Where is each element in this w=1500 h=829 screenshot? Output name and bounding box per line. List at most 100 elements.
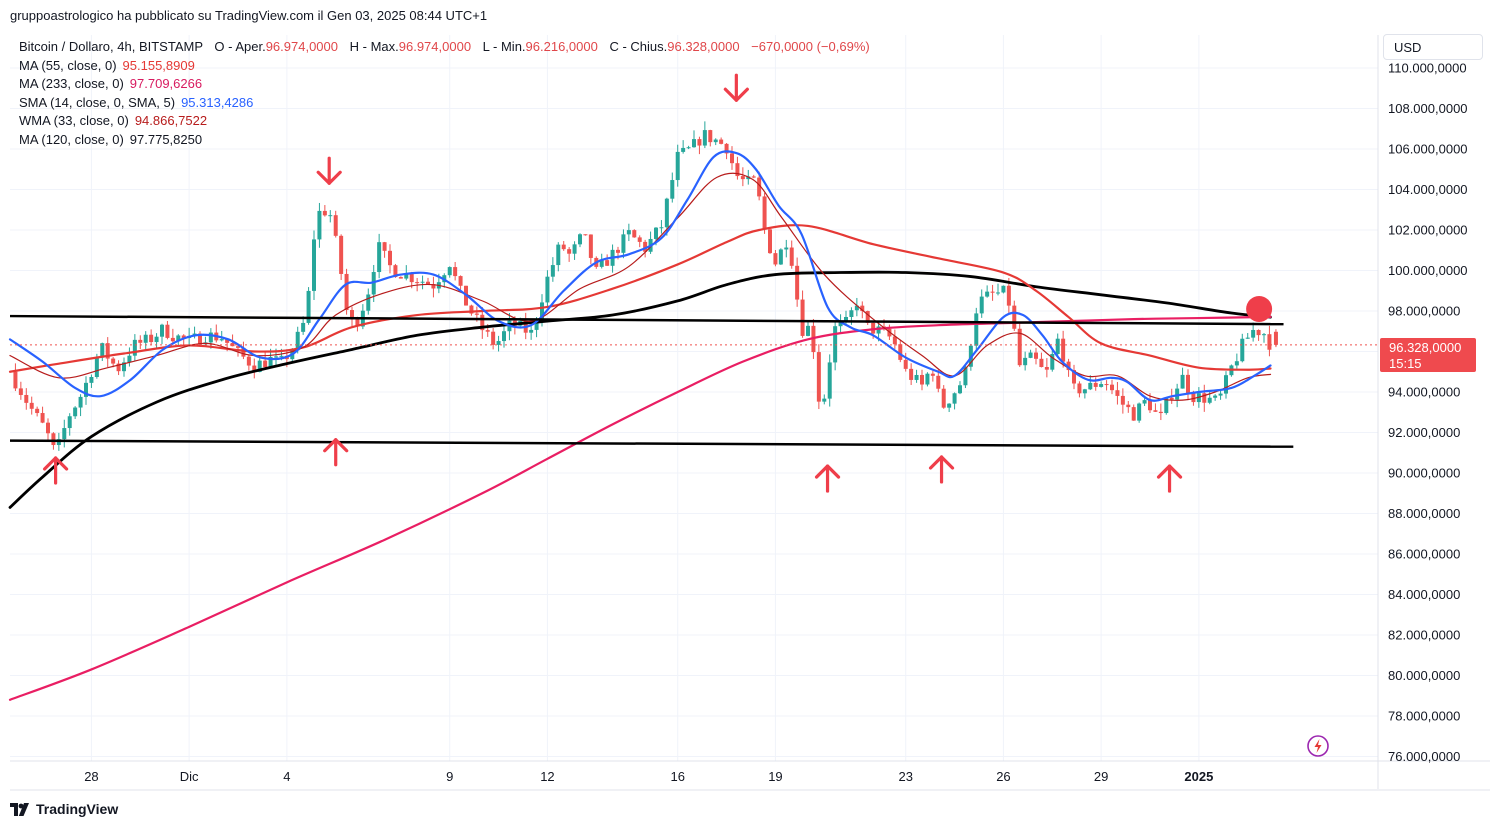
legend-indicator-sma14[interactable]: SMA (14, close, 0, SMA, 5) 95.313,4286	[19, 94, 870, 113]
candle-body	[588, 234, 593, 258]
x-tick-label: 12	[540, 769, 554, 784]
legend-indicator-ma120[interactable]: MA (120, close, 0) 97.775,8250	[19, 131, 870, 150]
candle	[686, 145, 691, 150]
candle-body	[795, 265, 800, 300]
candle	[773, 249, 778, 267]
candle	[382, 241, 387, 258]
candle-body	[659, 227, 664, 229]
candle-body	[909, 368, 914, 380]
candle-body	[78, 396, 83, 408]
annotations	[10, 73, 1378, 493]
candle-body	[768, 229, 772, 254]
candle	[702, 121, 707, 149]
candle	[502, 325, 506, 348]
candle-body	[350, 310, 354, 320]
candle	[122, 357, 126, 377]
legend-indicator-ma233[interactable]: MA (233, close, 0) 97.709,6266	[19, 75, 870, 94]
arrow-head	[723, 87, 749, 102]
candle-body	[56, 439, 61, 446]
candle-body	[1142, 400, 1147, 404]
legend-symbol[interactable]: Bitcoin / Dollaro, 4h, BITSTAMP	[19, 39, 203, 54]
candle	[588, 234, 593, 265]
candle-body	[572, 244, 577, 254]
candle-body	[740, 176, 745, 180]
chart-axes	[10, 35, 1490, 791]
candle-body	[1104, 384, 1109, 386]
candle	[67, 413, 72, 436]
candle	[730, 146, 734, 170]
candle-body	[583, 234, 588, 236]
indicator-value: 97.709,6266	[129, 76, 203, 92]
candle-body	[903, 359, 908, 369]
lightning-icon[interactable]	[1306, 734, 1330, 758]
candle-body	[827, 362, 832, 399]
legend-indicator-ma55[interactable]: MA (55, close, 0) 95.155,8909	[19, 57, 870, 76]
candle-body	[366, 294, 371, 311]
candle	[1012, 300, 1017, 331]
candle-body	[382, 242, 387, 251]
ma-line-ma	[8, 315, 1272, 701]
candle-body	[225, 339, 230, 343]
candle-body	[849, 310, 854, 317]
ma-line-wma	[9, 172, 1272, 401]
candle-body	[778, 249, 783, 265]
arrow-up-icon	[42, 456, 69, 485]
candle-body	[122, 362, 126, 372]
candle-body	[1186, 374, 1190, 394]
candle-body	[333, 215, 338, 236]
candle-body	[1148, 400, 1152, 411]
candle	[854, 297, 859, 317]
candle-body	[420, 281, 425, 283]
candle	[757, 171, 762, 201]
candle-body	[1202, 393, 1207, 403]
candle-body	[447, 267, 452, 276]
candle-body	[643, 241, 648, 252]
candle-body	[339, 235, 344, 274]
currency-selector[interactable]: USD	[1383, 34, 1483, 60]
candle	[1006, 277, 1011, 314]
candle-body	[165, 324, 170, 338]
candle-body	[1050, 354, 1055, 370]
candle	[550, 257, 555, 282]
candle-body	[1169, 397, 1174, 400]
y-tick-label: 88.000,0000	[1388, 506, 1460, 521]
candle-body	[1072, 370, 1076, 384]
candle-body	[1273, 331, 1278, 345]
candle-body	[322, 210, 327, 216]
candle	[1001, 285, 1006, 294]
candle	[453, 262, 458, 281]
legend-open-label: O - Aper.	[214, 39, 266, 54]
candle	[556, 242, 561, 272]
candle	[1082, 388, 1087, 399]
indicator-value: 95.313,4286	[181, 94, 254, 110]
candle	[1017, 321, 1022, 367]
legend-high-label: H - Max.	[349, 39, 399, 54]
indicator-value: 94.866,7522	[134, 113, 208, 129]
candle	[1044, 358, 1049, 378]
candle	[903, 352, 908, 372]
candle	[35, 406, 40, 417]
candle	[1028, 349, 1033, 359]
candle	[1104, 380, 1109, 391]
candle-body	[154, 336, 159, 343]
candle-body	[670, 180, 675, 199]
tradingview-logo[interactable]: TradingView	[10, 801, 118, 817]
ma-line-sma	[8, 150, 1272, 402]
indicator-value: 95.155,8909	[122, 57, 195, 73]
candle-body	[1082, 389, 1087, 394]
candle-body	[854, 305, 859, 311]
candle-body	[757, 177, 762, 197]
candle	[990, 284, 995, 301]
candle-body	[784, 247, 789, 250]
legend-indicator-wma33[interactable]: WMA (33, close, 0) 94.866,7522	[19, 112, 870, 131]
ma-line-ma	[8, 270, 1272, 509]
y-tick-label: 110.000,0000	[1388, 61, 1467, 76]
candle-body	[529, 329, 534, 333]
candle-body	[838, 321, 843, 327]
candle	[979, 289, 984, 318]
legend-low-label: L - Min.	[482, 39, 526, 54]
candle-body	[681, 147, 686, 152]
candle	[24, 388, 29, 410]
candle	[1213, 394, 1218, 401]
